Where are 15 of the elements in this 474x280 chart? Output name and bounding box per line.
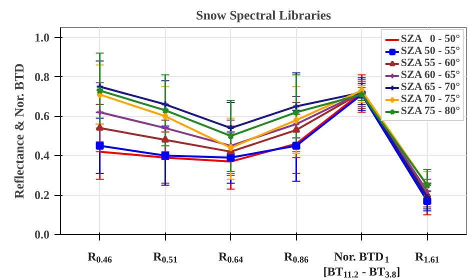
legend-label: SZA 55 - 60° [400,57,460,69]
y-tick-label: 0.8 [34,70,50,84]
legend-label: SZA 60 - 65° [400,69,460,81]
legend-label: SZA 70 - 75° [400,93,460,105]
y-tick-label: 0.0 [34,228,50,242]
legend-label: SZA 65 - 70° [400,81,460,93]
y-tick-label: 1.0 [34,30,50,44]
legend-label: SZA 0 - 50° [400,33,460,45]
y-axis-title: Reflectance & Nor. BTD [12,63,26,199]
chart-title: Snow Spectral Libraries [196,8,332,22]
y-tick-label: 0.2 [34,188,50,202]
y-tick-label: 0.6 [34,109,50,124]
y-tick-label: 0.4 [34,148,50,163]
legend-label: SZA 75 - 80° [400,105,460,117]
legend-label: SZA 50 - 55° [400,45,460,57]
